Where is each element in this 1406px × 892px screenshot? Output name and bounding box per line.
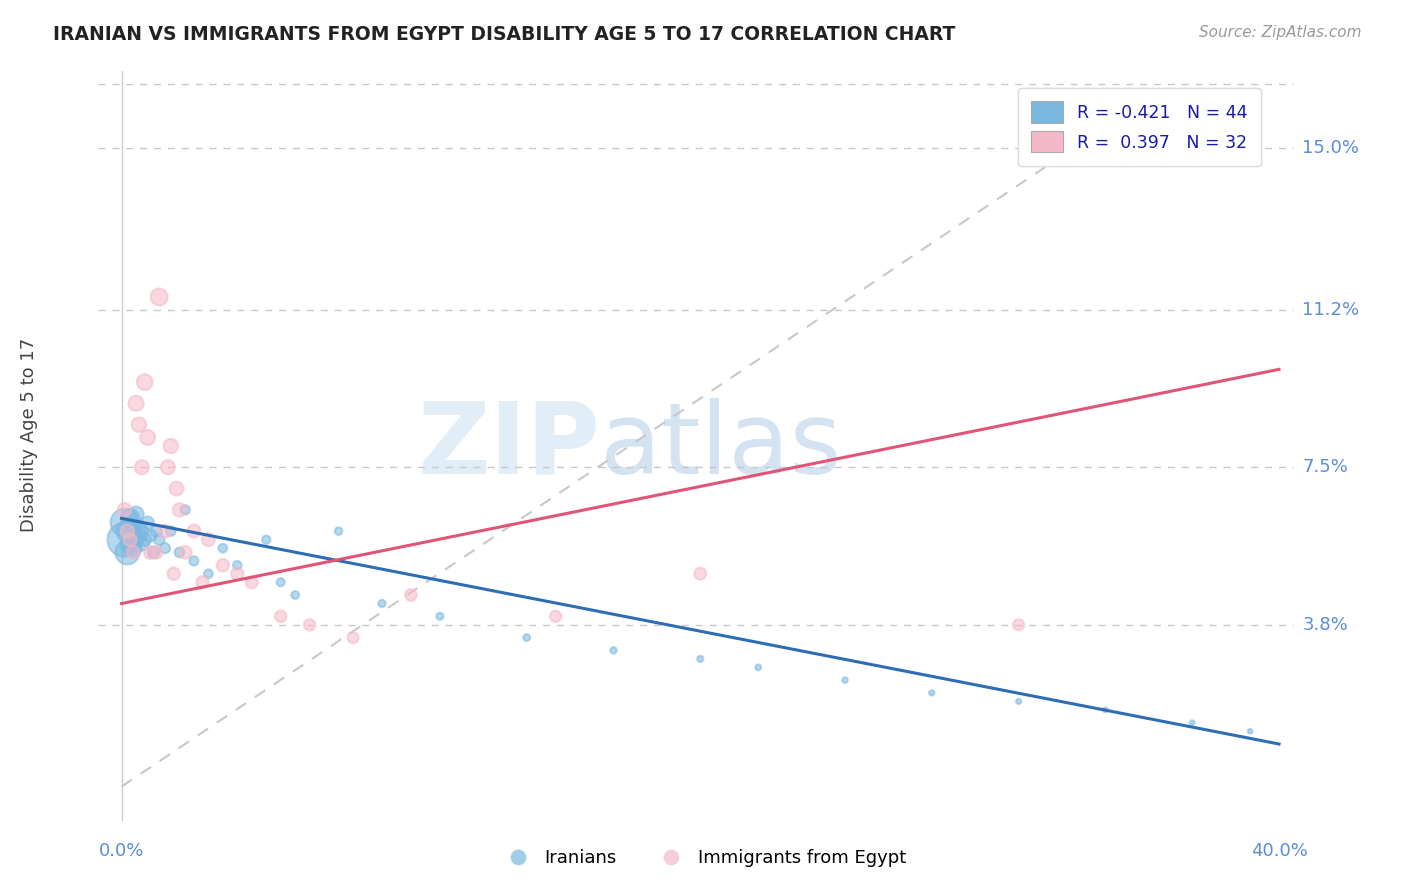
Point	[125, 507, 148, 521]
Text: 0.0%: 0.0%	[98, 842, 145, 860]
Text: Disability Age 5 to 17: Disability Age 5 to 17	[20, 338, 38, 533]
Point	[139, 528, 162, 542]
Point	[371, 597, 394, 611]
Point	[240, 575, 263, 590]
Point	[328, 524, 350, 538]
Point	[834, 673, 856, 688]
Point	[270, 609, 292, 624]
Point	[298, 617, 321, 632]
Point	[429, 609, 451, 624]
Legend: Iranians, Immigrants from Egypt: Iranians, Immigrants from Egypt	[492, 842, 914, 874]
Point	[156, 460, 179, 475]
Point	[197, 566, 219, 581]
Point	[254, 533, 277, 547]
Point	[544, 609, 567, 624]
Point	[1181, 715, 1204, 730]
Point	[136, 516, 159, 530]
Point	[159, 439, 181, 453]
Point	[114, 503, 136, 517]
Point	[211, 541, 233, 556]
Point	[131, 460, 153, 475]
Point	[159, 524, 181, 538]
Point	[226, 566, 249, 581]
Point	[399, 588, 422, 602]
Text: IRANIAN VS IMMIGRANTS FROM EGYPT DISABILITY AGE 5 TO 17 CORRELATION CHART: IRANIAN VS IMMIGRANTS FROM EGYPT DISABIL…	[53, 25, 956, 44]
Point	[270, 575, 292, 590]
Point	[128, 520, 150, 534]
Point	[120, 511, 142, 525]
Point	[183, 554, 205, 568]
Point	[191, 575, 214, 590]
Point	[153, 524, 176, 538]
Point	[136, 430, 159, 444]
Text: 40.0%: 40.0%	[1250, 842, 1308, 860]
Point	[1007, 694, 1029, 708]
Point	[142, 545, 165, 559]
Point	[174, 545, 197, 559]
Point	[134, 375, 156, 389]
Point	[163, 566, 186, 581]
Point	[602, 643, 624, 657]
Point	[114, 533, 136, 547]
Point	[1239, 724, 1261, 739]
Point	[169, 503, 191, 517]
Point	[114, 516, 136, 530]
Point	[131, 524, 153, 538]
Point	[921, 686, 943, 700]
Point	[211, 558, 233, 573]
Point	[131, 537, 153, 551]
Point	[145, 524, 167, 538]
Text: 3.8%: 3.8%	[1302, 615, 1348, 634]
Point	[145, 545, 167, 559]
Point	[122, 545, 145, 559]
Legend: R = -0.421   N = 44, R =  0.397   N = 32: R = -0.421 N = 44, R = 0.397 N = 32	[1018, 87, 1261, 166]
Text: 11.2%: 11.2%	[1302, 301, 1360, 318]
Point	[342, 631, 364, 645]
Point	[122, 541, 145, 556]
Point	[689, 652, 711, 666]
Point	[197, 533, 219, 547]
Point	[139, 545, 162, 559]
Point	[153, 541, 176, 556]
Point	[120, 537, 142, 551]
Point	[125, 396, 148, 410]
Point	[166, 482, 188, 496]
Point	[128, 528, 150, 542]
Point	[689, 566, 711, 581]
Text: 15.0%: 15.0%	[1302, 139, 1360, 157]
Point	[284, 588, 307, 602]
Point	[183, 524, 205, 538]
Point	[117, 524, 139, 538]
Text: 7.5%: 7.5%	[1302, 458, 1348, 476]
Point	[169, 545, 191, 559]
Point	[134, 533, 156, 547]
Point	[120, 533, 142, 547]
Point	[174, 503, 197, 517]
Point	[125, 533, 148, 547]
Point	[148, 533, 170, 547]
Point	[226, 558, 249, 573]
Text: atlas: atlas	[600, 398, 842, 494]
Text: ZIP: ZIP	[418, 398, 600, 494]
Point	[1094, 703, 1116, 717]
Point	[516, 631, 538, 645]
Point	[148, 290, 170, 304]
Point	[117, 524, 139, 538]
Point	[1007, 617, 1029, 632]
Point	[128, 417, 150, 432]
Point	[122, 520, 145, 534]
Text: Source: ZipAtlas.com: Source: ZipAtlas.com	[1198, 25, 1361, 40]
Point	[117, 545, 139, 559]
Point	[747, 660, 769, 674]
